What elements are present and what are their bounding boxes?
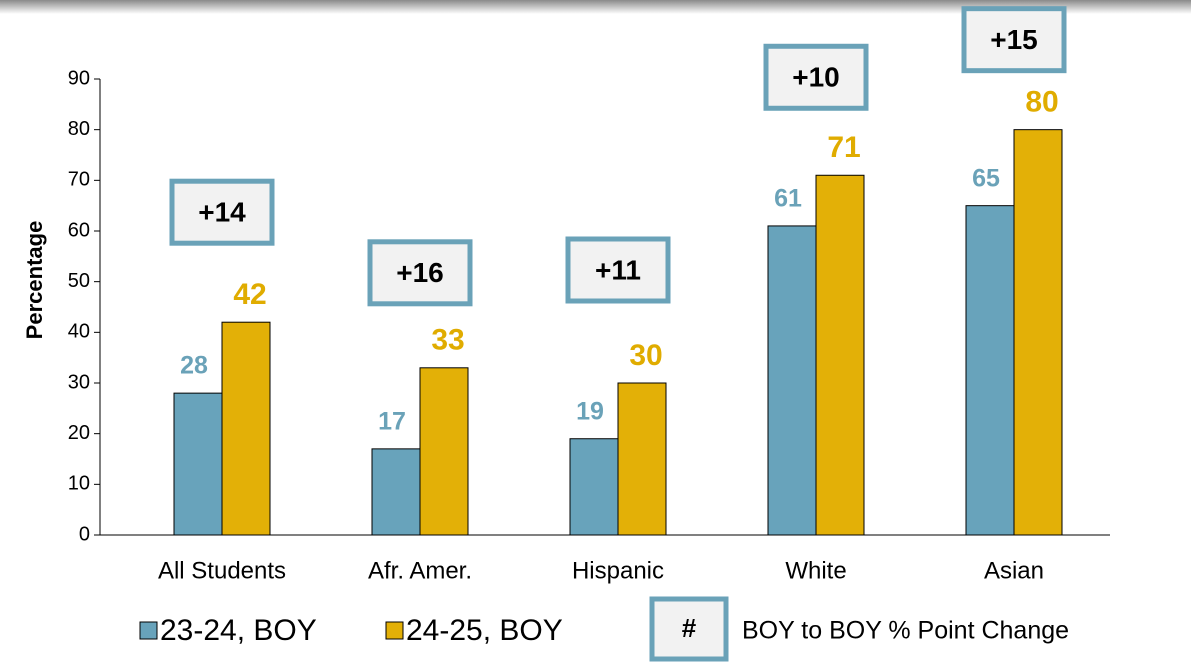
y-tick-label: 90 <box>68 67 90 89</box>
bar <box>1013 129 1063 536</box>
y-tick-label: 40 <box>68 321 90 343</box>
y-tick-label: 60 <box>68 219 90 241</box>
x-tick-label: Hispanic <box>572 557 664 584</box>
bar <box>173 392 223 536</box>
annotation-box <box>763 43 869 111</box>
legend-annotation-text: BOY to BOY % Point Change <box>742 617 1069 645</box>
annotation-text: +10 <box>792 62 840 93</box>
legend-swatch <box>139 621 158 640</box>
y-tick-label: 70 <box>68 169 90 191</box>
bar <box>371 448 421 536</box>
data-label: 28 <box>180 352 208 380</box>
bar <box>965 205 1015 536</box>
data-label: 61 <box>774 185 802 213</box>
y-tick-label: 20 <box>68 422 90 444</box>
x-tick-label: Afr. Amer. <box>368 557 472 584</box>
annotation-text: +14 <box>198 197 246 228</box>
data-label: 33 <box>431 324 464 357</box>
bar <box>419 367 469 536</box>
y-tick-label: 0 <box>79 523 90 545</box>
annotation-box <box>961 6 1067 74</box>
legend-label: 23-24, BOY <box>160 614 317 647</box>
y-tick-label: 80 <box>68 118 90 140</box>
annotation-box <box>169 178 275 246</box>
legend-annotation-box <box>649 596 729 662</box>
data-label: 30 <box>629 339 662 372</box>
x-tick-label: Asian <box>984 557 1044 584</box>
annotation-text: +11 <box>595 254 641 285</box>
data-label: 17 <box>378 407 406 435</box>
x-tick-label: All Students <box>158 557 286 584</box>
data-label: 80 <box>1025 86 1058 119</box>
y-axis-label: Percentage <box>22 221 47 340</box>
bar <box>221 321 271 536</box>
bar <box>569 438 619 536</box>
data-label: 71 <box>827 131 860 164</box>
data-label: 19 <box>576 397 604 425</box>
y-tick-label: 50 <box>68 270 90 292</box>
bar <box>815 174 865 536</box>
x-tick-label: White <box>785 557 846 584</box>
legend-swatch <box>385 621 404 640</box>
legend-annotation-symbol: # <box>682 613 697 643</box>
annotation-box <box>367 239 473 307</box>
y-tick-label: 30 <box>68 371 90 393</box>
annotation-box <box>565 236 671 304</box>
header-shadow <box>0 0 1191 14</box>
y-tick-label: 10 <box>68 473 90 495</box>
data-label: 42 <box>233 278 266 311</box>
bar <box>617 382 667 536</box>
legend-label: 24-25, BOY <box>406 614 563 647</box>
annotation-text: +16 <box>396 257 444 288</box>
bar <box>767 225 817 536</box>
data-label: 65 <box>972 164 1000 192</box>
annotation-text: +15 <box>990 24 1038 55</box>
